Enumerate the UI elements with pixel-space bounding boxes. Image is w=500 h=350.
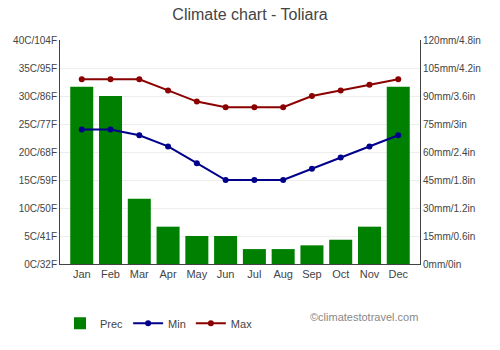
svg-text:Aug: Aug [273,268,293,280]
svg-text:May: May [186,268,207,280]
svg-text:Jan: Jan [73,268,91,280]
svg-text:Max: Max [231,318,252,330]
svg-text:Apr: Apr [160,268,177,280]
svg-text:45mm/1.8in: 45mm/1.8in [423,175,475,186]
svg-text:Jun: Jun [217,268,235,280]
svg-text:60mm/2.4in: 60mm/2.4in [423,147,475,158]
svg-text:5C/41F: 5C/41F [24,231,57,242]
svg-text:25C/77F: 25C/77F [19,119,57,130]
svg-text:35C/95F: 35C/95F [19,63,57,74]
svg-text:Mar: Mar [130,268,149,280]
svg-text:105mm/4.2in: 105mm/4.2in [423,63,481,74]
svg-text:0mm/0in: 0mm/0in [423,259,461,270]
svg-text:30C/86F: 30C/86F [19,91,57,102]
svg-text:120mm/4.8in: 120mm/4.8in [423,35,481,46]
svg-text:15mm/0.6in: 15mm/0.6in [423,231,475,242]
svg-text:Jul: Jul [247,268,261,280]
svg-text:15C/59F: 15C/59F [19,175,57,186]
svg-text:75mm/3in: 75mm/3in [423,119,467,130]
svg-text:Sep: Sep [302,268,322,280]
svg-text:Feb: Feb [101,268,120,280]
svg-text:Oct: Oct [332,268,349,280]
svg-text:10C/50F: 10C/50F [19,203,57,214]
svg-text:Min: Min [168,318,186,330]
svg-text:Climate chart - Toliara: Climate chart - Toliara [172,6,327,23]
svg-text:30mm/1.2in: 30mm/1.2in [423,203,475,214]
svg-text:Nov: Nov [360,268,380,280]
svg-text:20C/68F: 20C/68F [19,147,57,158]
svg-text:Dec: Dec [388,268,408,280]
svg-text:©climatestotravel.com: ©climatestotravel.com [310,311,418,323]
svg-text:90mm/3.6in: 90mm/3.6in [423,91,475,102]
svg-text:0C/32F: 0C/32F [24,259,57,270]
svg-text:40C/104F: 40C/104F [13,35,57,46]
svg-text:Prec: Prec [100,318,123,330]
